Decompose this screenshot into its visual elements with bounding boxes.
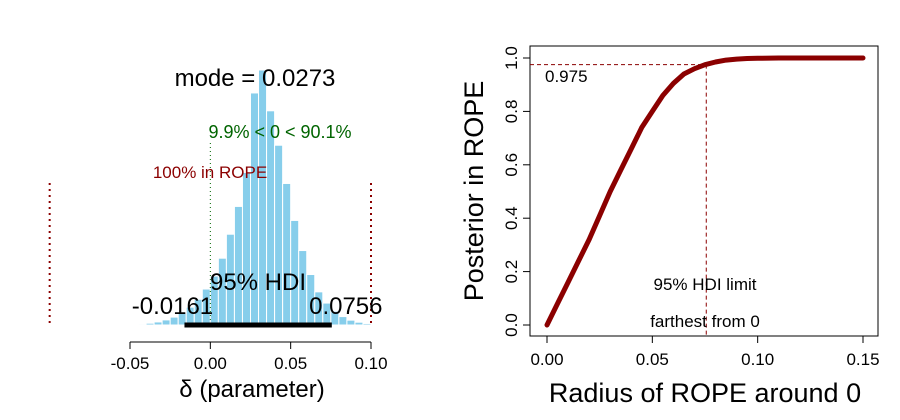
rope-y-tick-label: 1.0 bbox=[502, 46, 521, 70]
histogram-bar bbox=[233, 205, 243, 326]
histogram-bar bbox=[282, 182, 292, 326]
rope-x-ticks: 0.00 0.05 0.10 0.15 bbox=[530, 336, 880, 369]
histogram-bar bbox=[370, 323, 380, 326]
hdi-low-label: -0.0161 bbox=[132, 293, 213, 320]
rope-x-label: Radius of ROPE around 0 bbox=[549, 378, 861, 408]
histogram-x-ticks: -0.05 0.00 0.05 0.10 bbox=[111, 342, 388, 373]
rope-y-tick-label: 0.0 bbox=[502, 313, 521, 337]
comparison-label: 9.9% < 0 < 90.1% bbox=[208, 122, 351, 142]
histogram-x-tick-label: 0.05 bbox=[274, 354, 307, 373]
rope-x-tick-label: 0.10 bbox=[741, 350, 774, 369]
rope-x-tick-label: 0.05 bbox=[636, 350, 669, 369]
histogram-bar bbox=[137, 323, 147, 326]
histogram-bar bbox=[274, 144, 284, 326]
histogram-bar bbox=[145, 322, 155, 326]
rope-y-tick-label: 0.6 bbox=[502, 153, 521, 177]
rope-y-label: Posterior in ROPE bbox=[459, 81, 489, 302]
plot-frame bbox=[529, 45, 879, 337]
histogram-bar bbox=[129, 323, 139, 326]
probability-at-limit-label: 0.975 bbox=[545, 67, 588, 86]
histogram-x-tick-label: 0.00 bbox=[194, 354, 227, 373]
histogram-bar bbox=[241, 172, 251, 326]
hdi-limit-note: 95% HDI limit bbox=[654, 275, 757, 294]
rope-x-tick-label: 0.00 bbox=[530, 350, 563, 369]
histogram-bar bbox=[153, 321, 163, 326]
rope-label: 100% in ROPE bbox=[153, 163, 267, 182]
histogram-x-tick-label: -0.05 bbox=[111, 354, 150, 373]
histogram-bar bbox=[362, 322, 372, 326]
histogram-panel: mode = 0.0273 9.9% < 0 < 90.1% 100% in R… bbox=[48, 65, 388, 403]
rope-y-tick-label: 0.4 bbox=[502, 206, 521, 230]
histogram-bars bbox=[129, 69, 380, 326]
histogram-bar bbox=[346, 319, 356, 326]
hdi-label: 95% HDI bbox=[210, 269, 306, 296]
mode-label: mode = 0.0273 bbox=[175, 65, 336, 92]
rope-x-tick-label: 0.15 bbox=[846, 350, 879, 369]
rope-y-ticks: 0.0 0.2 0.4 0.6 0.8 1.0 bbox=[502, 46, 530, 337]
rope-y-tick-label: 0.8 bbox=[502, 100, 521, 124]
histogram-bar bbox=[161, 319, 171, 326]
hdi-high-label: 0.0756 bbox=[309, 293, 382, 320]
rope-curve-panel: 0.975 95% HDI limit farthest from 0 0.00… bbox=[459, 45, 880, 408]
hdi-limit-note-2: farthest from 0 bbox=[650, 312, 760, 331]
histogram-bar bbox=[354, 321, 364, 326]
histogram-x-tick-label: 0.10 bbox=[354, 354, 387, 373]
histogram-x-label: δ (parameter) bbox=[179, 376, 324, 403]
rope-y-tick-label: 0.2 bbox=[502, 260, 521, 284]
posterior-in-rope-curve bbox=[544, 55, 866, 328]
